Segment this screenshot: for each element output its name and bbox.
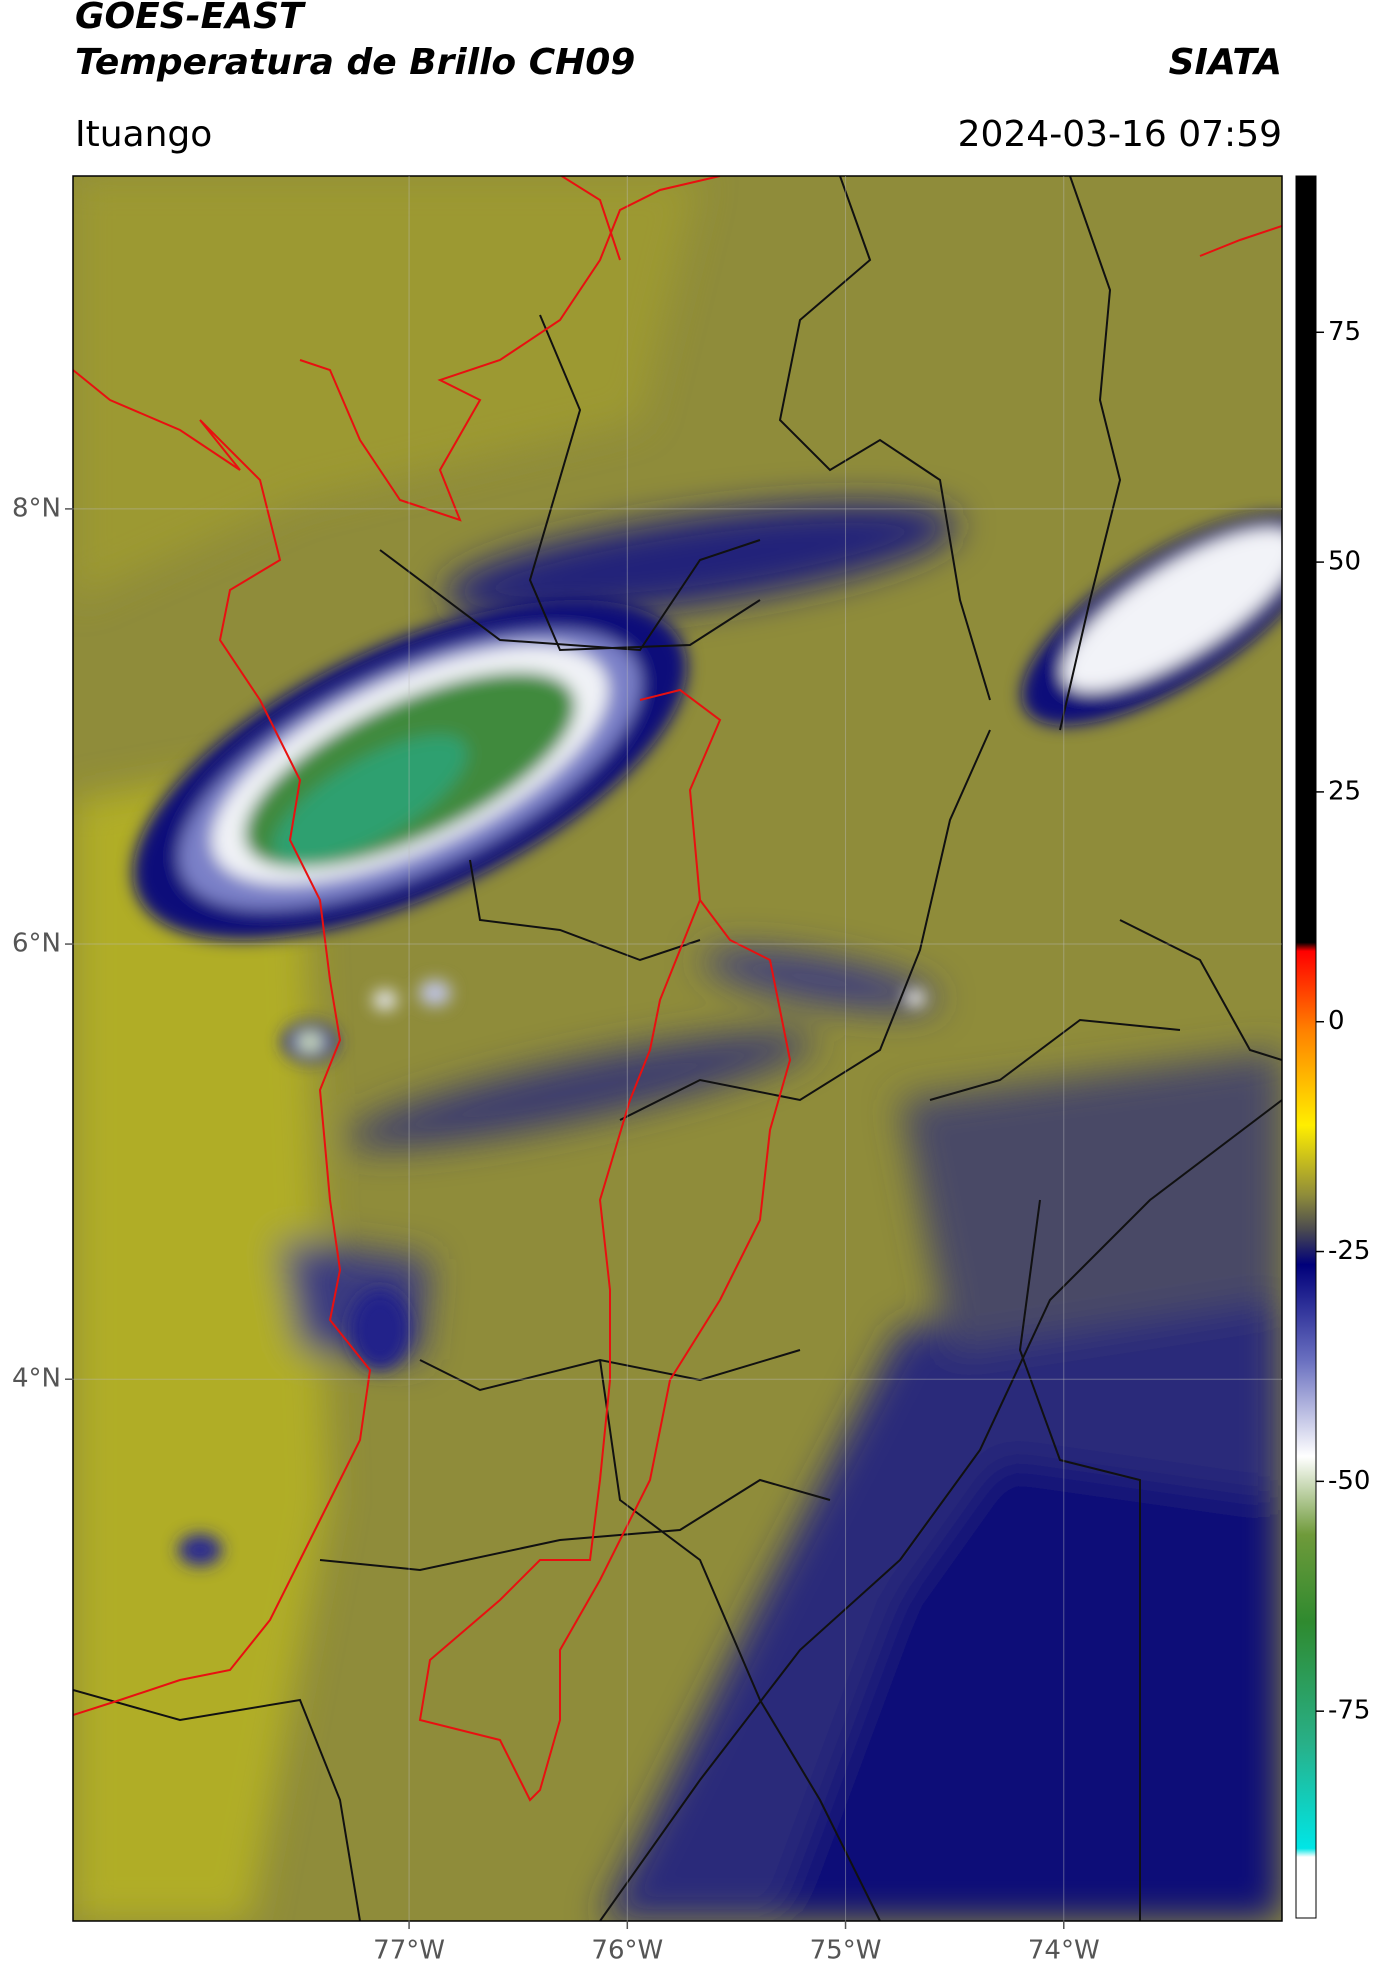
colorbar-tick-label: 50	[1328, 547, 1361, 577]
org: SIATA	[1169, 42, 1282, 83]
colorbar-tick-label: -25	[1328, 1236, 1370, 1266]
lat-tick-label: 6°N	[12, 929, 61, 959]
lat-tick-label: 8°N	[12, 493, 61, 523]
location: Ituango	[75, 114, 212, 155]
satellite-image	[73, 176, 1282, 1921]
colorbar-tick-label: -75	[1328, 1696, 1370, 1726]
lon-tick-label: 75°W	[810, 1936, 882, 1966]
lat-tick-label: 4°N	[12, 1364, 61, 1394]
lon-tick-label: 76°W	[591, 1936, 663, 1966]
colorbar-tick-label: -50	[1328, 1466, 1370, 1496]
colorbar-tick-label: 0	[1328, 1006, 1345, 1036]
colorbar-tick-label: 25	[1328, 776, 1361, 806]
title: GOES-EAST	[75, 0, 306, 37]
lon-tick-label: 74°W	[1028, 1936, 1100, 1966]
colorbar-tick-label: 75	[1328, 317, 1361, 347]
lon-tick-label: 77°W	[373, 1936, 445, 1966]
colorbar	[1295, 175, 1317, 1919]
map-frame	[72, 175, 1283, 1922]
axes: 77°W 76°W 75°W 74°W 8°N 6°N 4°N 75 50 25 0 -25 -50 -7…	[12, 176, 1370, 1966]
datetime: 2024-03-16 07:59	[958, 114, 1282, 155]
subtitle: Temperatura de Brillo CH09	[75, 42, 635, 83]
